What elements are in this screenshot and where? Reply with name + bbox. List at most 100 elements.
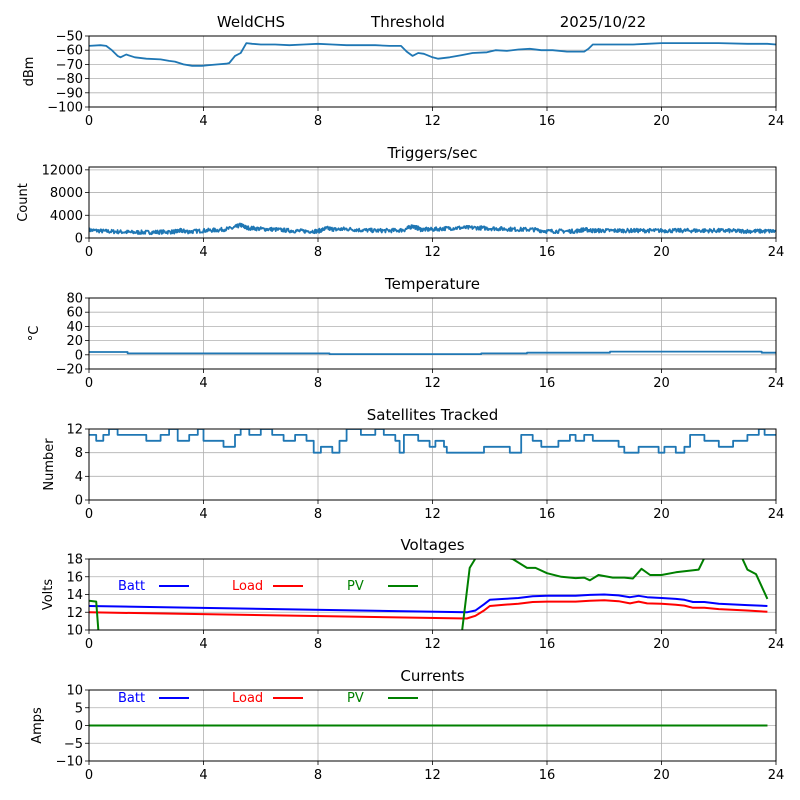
x-tick-label: 8 — [314, 507, 322, 522]
y-tick-label: 60 — [66, 306, 83, 321]
x-tick-label: 20 — [653, 245, 670, 260]
y-tick-label: 18 — [66, 553, 83, 568]
y-tick-label: 4000 — [50, 209, 83, 224]
y-tick-label: −100 — [47, 101, 83, 116]
x-tick-label: 16 — [539, 245, 556, 260]
legend-label-load: Load — [232, 691, 263, 706]
series-line-temperature — [89, 350, 776, 355]
series-line-pv — [89, 559, 769, 630]
x-tick-label: 0 — [85, 637, 93, 652]
x-tick-label: 8 — [314, 768, 322, 783]
x-tick-label: 16 — [539, 376, 556, 391]
y-tick-label: 40 — [66, 320, 83, 335]
y-tick-label: −10 — [56, 755, 83, 770]
x-tick-label: 24 — [768, 245, 785, 260]
legend-label-batt: Batt — [118, 691, 145, 706]
y-tick-label: 0 — [75, 348, 83, 363]
header-date: 2025/10/22 — [560, 13, 646, 31]
chart-title: Voltages — [400, 536, 464, 554]
x-tick-label: 20 — [653, 768, 670, 783]
x-tick-label: 16 — [539, 637, 556, 652]
y-axis-label: Volts — [41, 579, 56, 611]
x-tick-label: 12 — [424, 507, 441, 522]
chart-title: Temperature — [384, 275, 480, 293]
y-tick-label: 12 — [66, 606, 83, 621]
y-tick-label: 8000 — [50, 186, 83, 201]
header-station: WeldCHS — [217, 13, 285, 31]
y-axis-label: Count — [16, 183, 31, 222]
series-line-batt — [89, 593, 768, 614]
chart-signal: 0 4 8 12 16 20 24 −100−90−80−70−60−50 dBm — [22, 30, 784, 130]
x-tick-label: 24 — [768, 507, 785, 522]
x-tick-label: 12 — [424, 114, 441, 129]
y-tick-label: 16 — [66, 570, 83, 585]
y-axis-label: Amps — [30, 707, 45, 744]
chart-title: Satellites Tracked — [367, 406, 498, 424]
x-tick-label: 4 — [199, 114, 207, 129]
header-mode: Threshold — [370, 13, 445, 31]
y-tick-label: −5 — [64, 737, 83, 752]
x-tick-label: 16 — [539, 507, 556, 522]
y-tick-label: 10 — [66, 624, 83, 639]
series-line-satellites — [89, 429, 776, 454]
y-tick-label: 0 — [75, 232, 83, 247]
y-tick-label: 8 — [75, 446, 83, 461]
legend-label-load: Load — [232, 579, 263, 594]
x-tick-label: 12 — [424, 768, 441, 783]
x-tick-label: 4 — [199, 507, 207, 522]
y-tick-label: 5 — [75, 701, 83, 716]
x-tick-label: 12 — [424, 376, 441, 391]
y-axis-label: °C — [27, 326, 42, 342]
y-tick-label: −80 — [56, 72, 83, 87]
legend-label-pv: PV — [347, 579, 364, 594]
x-tick-label: 0 — [85, 376, 93, 391]
y-tick-label: 12000 — [42, 163, 83, 178]
x-tick-label: 0 — [85, 245, 93, 260]
series-line-load — [89, 599, 768, 620]
y-tick-label: −90 — [56, 86, 83, 101]
x-tick-label: 0 — [85, 507, 93, 522]
y-tick-label: 12 — [66, 423, 83, 438]
legend-label-pv: PV — [347, 691, 364, 706]
chart-title: Triggers/sec — [387, 144, 478, 162]
series-line-threshold — [89, 42, 776, 67]
legend-label-batt: Batt — [118, 579, 145, 594]
chart-currents: 0 4 8 12 16 20 24 −10 −5 0 5 10 Amps Currents Batt Load… — [30, 667, 784, 783]
x-tick-label: 8 — [314, 245, 322, 260]
x-tick-label: 24 — [768, 114, 785, 129]
y-tick-label: 0 — [75, 494, 83, 509]
chart-triggers: 0 4 8 12 16 20 24 0 4000 8000 12000 Count Triggers/s… — [16, 144, 784, 260]
y-tick-label: −50 — [56, 30, 83, 45]
y-tick-label: 10 — [66, 684, 83, 699]
x-tick-label: 20 — [653, 114, 670, 129]
x-tick-label: 12 — [424, 245, 441, 260]
y-tick-label: −70 — [56, 58, 83, 73]
x-tick-label: 12 — [424, 637, 441, 652]
x-tick-label: 0 — [85, 768, 93, 783]
x-tick-label: 20 — [653, 376, 670, 391]
y-axis-label: dBm — [22, 57, 37, 87]
chart-title: Currents — [400, 667, 464, 685]
x-tick-label: 4 — [199, 245, 207, 260]
x-tick-label: 24 — [768, 376, 785, 391]
y-tick-label: 4 — [75, 470, 83, 485]
y-axis-label: Number — [42, 438, 57, 491]
x-tick-label: 16 — [539, 768, 556, 783]
x-tick-label: 4 — [199, 376, 207, 391]
y-tick-label: 0 — [75, 719, 83, 734]
x-tick-label: 4 — [199, 768, 207, 783]
y-tick-label: 14 — [66, 588, 83, 603]
y-tick-label: 80 — [66, 292, 83, 307]
x-tick-label: 8 — [314, 637, 322, 652]
x-tick-label: 0 — [85, 114, 93, 129]
y-tick-label: −60 — [56, 44, 83, 59]
x-tick-label: 24 — [768, 768, 785, 783]
x-tick-label: 4 — [199, 637, 207, 652]
x-tick-label: 24 — [768, 637, 785, 652]
chart-voltages: 0 4 8 12 16 20 24 10 12 14 16 18 Volts Voltages Batt Lo… — [41, 536, 784, 652]
chart-satellites: 0 4 8 12 16 20 24 0 4 8 12 Number Satellites Tracked — [42, 406, 784, 522]
x-tick-label: 20 — [653, 507, 670, 522]
